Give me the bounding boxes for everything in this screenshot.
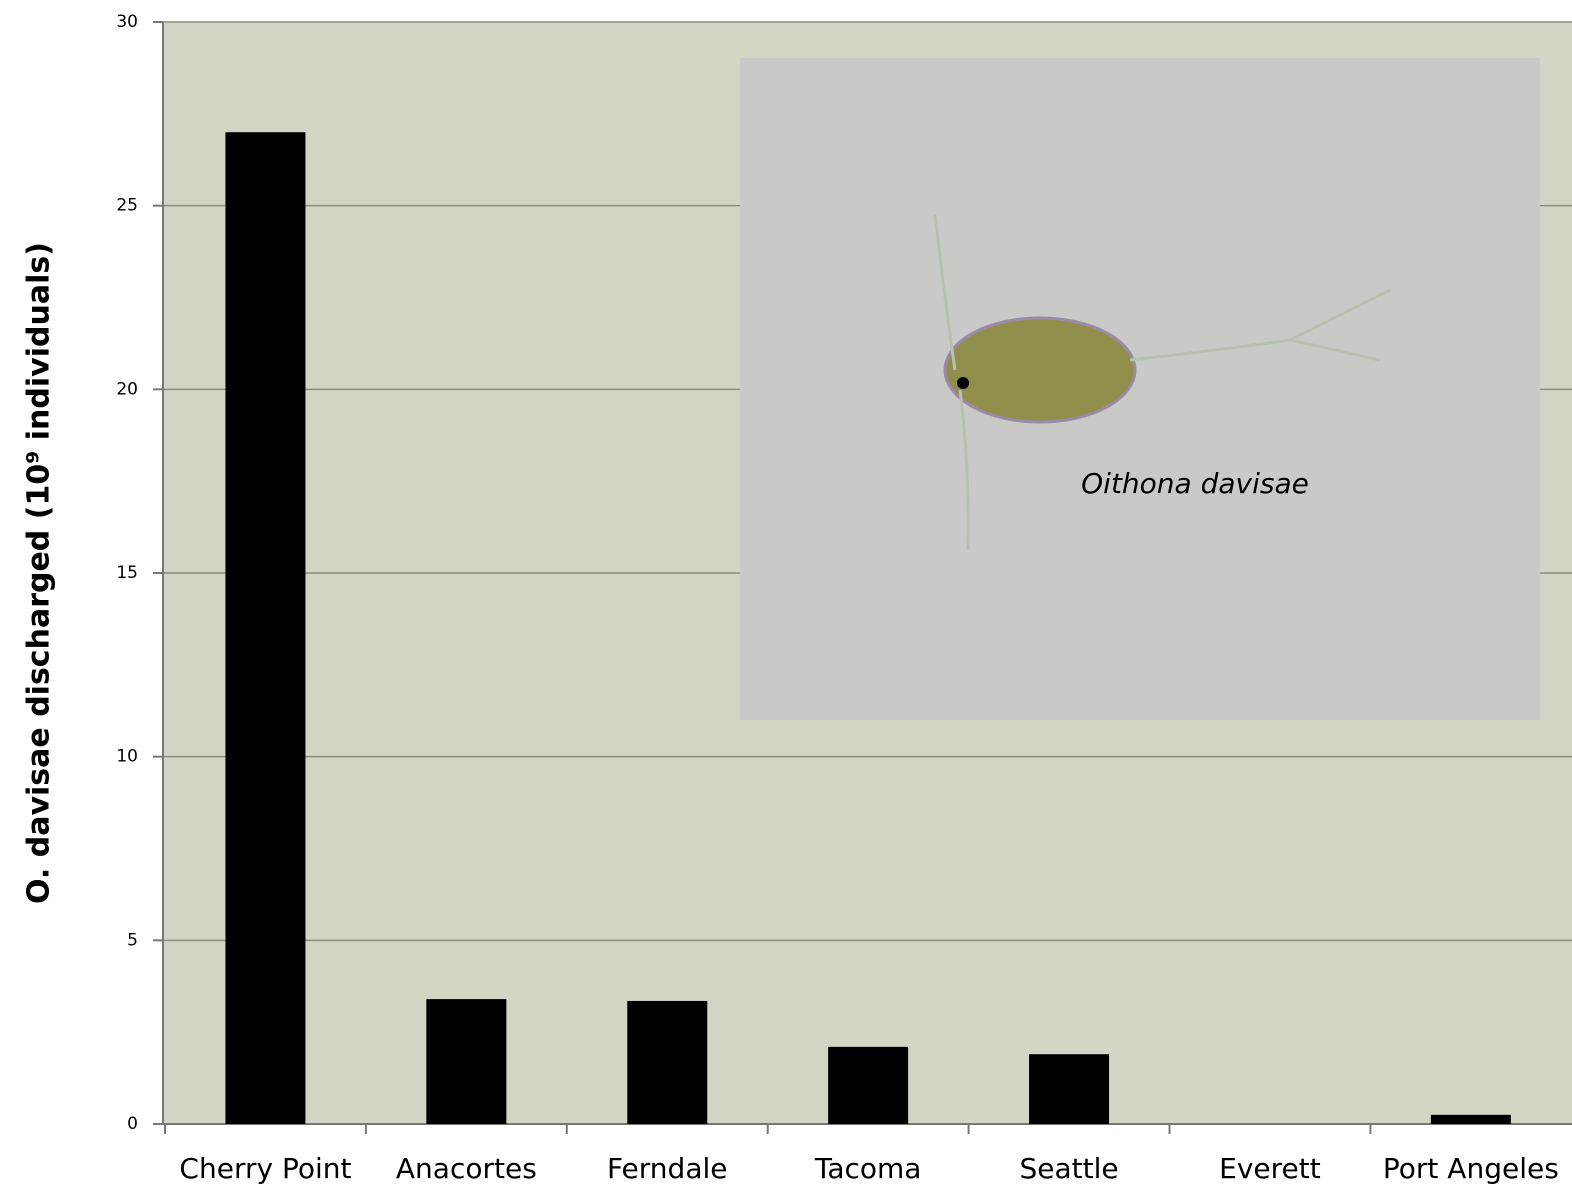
x-tick-label: Port Angeles bbox=[1383, 1152, 1559, 1185]
x-tick-label: Ferndale bbox=[607, 1152, 728, 1185]
y-tick-label: 30 bbox=[116, 12, 138, 32]
bar bbox=[225, 132, 306, 1124]
bar bbox=[1430, 1114, 1511, 1124]
x-tick-label: Seattle bbox=[1019, 1152, 1118, 1185]
y-tick-label: 0 bbox=[127, 1114, 138, 1134]
y-tick-label: 5 bbox=[127, 930, 138, 950]
x-tick-label: Tacoma bbox=[814, 1152, 922, 1185]
copepod-tail bbox=[1129, 288, 1391, 362]
copepod-eye bbox=[957, 377, 969, 389]
copepod-antennae bbox=[933, 214, 970, 551]
y-tick-label: 10 bbox=[116, 747, 138, 767]
bar bbox=[828, 1046, 909, 1124]
copepod-sketch bbox=[933, 214, 1391, 551]
bar bbox=[426, 999, 507, 1124]
bar bbox=[627, 1000, 708, 1124]
x-tick-label: Everett bbox=[1219, 1152, 1321, 1185]
y-tick-label: 25 bbox=[116, 196, 138, 216]
y-tick-label: 20 bbox=[116, 379, 138, 399]
x-tick-label: Anacortes bbox=[396, 1152, 537, 1185]
x-tick-label: Cherry Point bbox=[179, 1152, 351, 1185]
annotation: Oithona davisae bbox=[1081, 467, 1309, 500]
y-tick-label: 15 bbox=[116, 563, 138, 583]
copepod-body bbox=[943, 316, 1137, 424]
bar bbox=[1029, 1054, 1110, 1124]
y-axis-label: O. davisae discharged (10⁹ individuals) bbox=[22, 242, 57, 904]
inset-photo bbox=[740, 58, 1540, 720]
